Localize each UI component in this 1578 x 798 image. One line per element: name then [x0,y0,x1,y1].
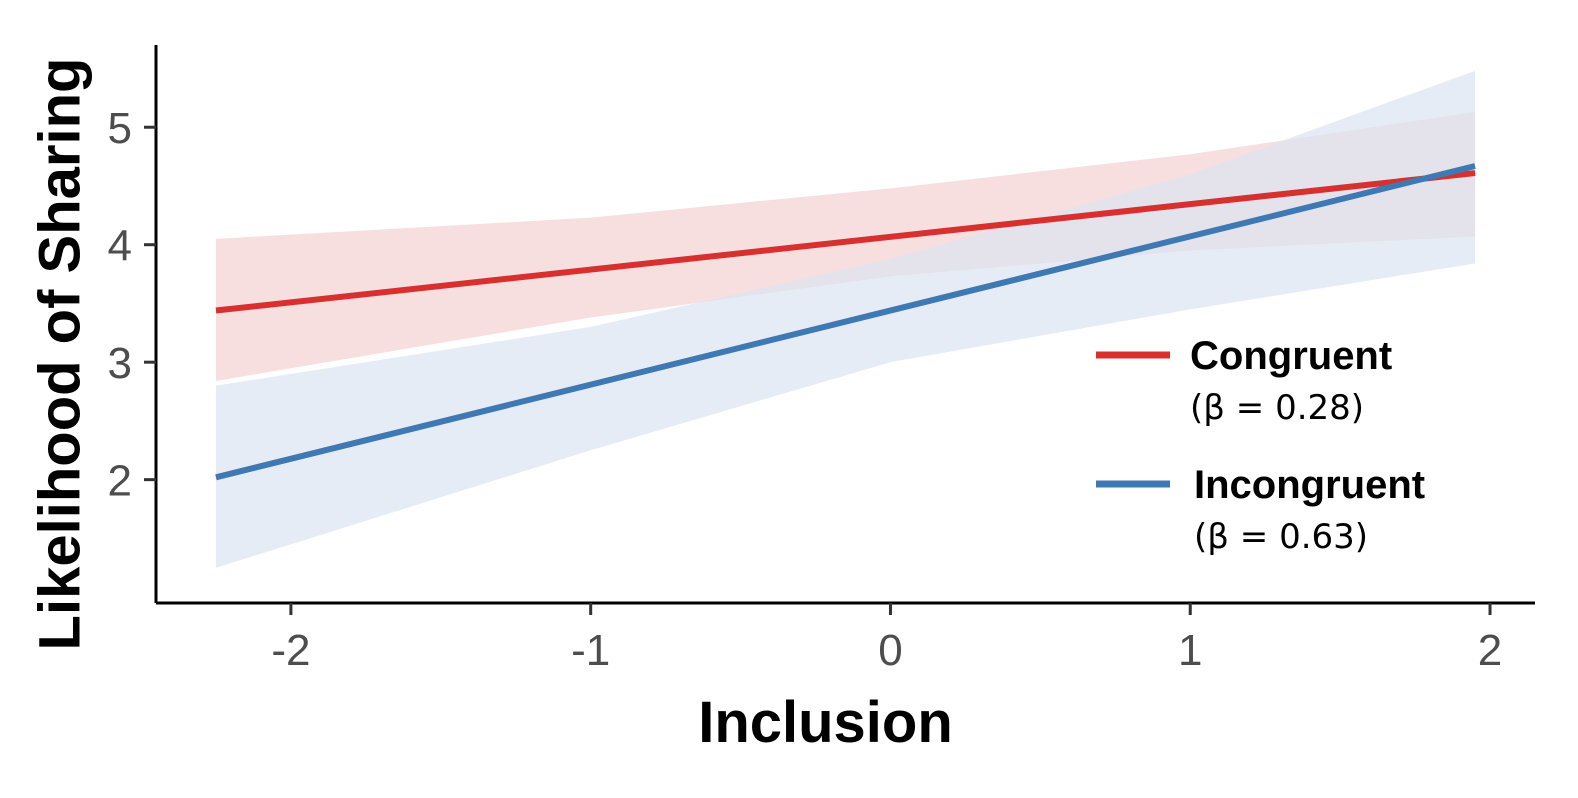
incongruent-series-line [215,163,1476,481]
y-axis-title: Likelihood of Sharing [27,58,92,651]
x-axis-title: Inclusion [698,690,953,755]
congruent-legend-beta: (β = 0.28) [1190,388,1364,428]
x-tick-label: -2 [271,626,310,675]
x-tick-label: -1 [571,626,610,675]
y-tick-label: 2 [108,457,132,506]
incongruent-legend-beta: (β = 0.63) [1194,517,1368,557]
y-tick-label: 3 [108,339,132,388]
legend: Congruent (β = 0.28) Incongruent (β = 0.63) [1096,334,1425,557]
congruent-legend-label: Congruent [1190,334,1392,378]
x-tick-label: 0 [878,626,902,675]
incongruent-legend-label: Incongruent [1194,463,1425,507]
axis-ticks: -2 -1 0 1 2 2 3 4 5 [108,104,1503,675]
congruent-confidence-band [215,111,1476,381]
x-tick-label: 1 [1178,626,1202,675]
y-tick-label: 5 [108,104,132,153]
congruent-series-line [215,170,1476,314]
y-tick-label: 4 [108,222,132,271]
x-tick-label: 2 [1478,626,1502,675]
series-lines [215,163,1476,481]
axes [154,45,1535,605]
